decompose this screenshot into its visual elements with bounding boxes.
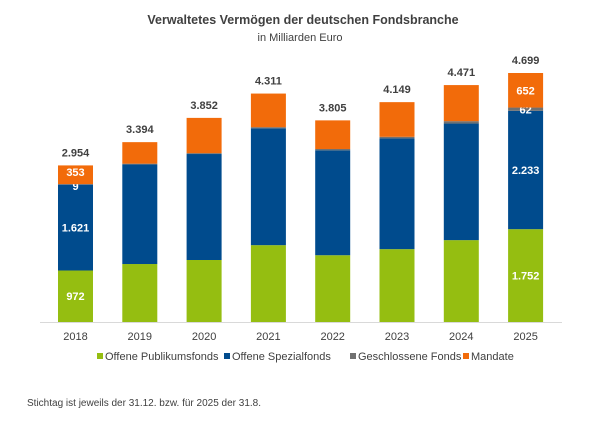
bar-segment-geschlossene-fonds-2022: [315, 148, 351, 151]
legend-label: Mandate: [471, 351, 514, 363]
x-tick-label: 2019: [128, 331, 152, 343]
bar-segment-offene-spezialfonds-2021: [250, 128, 286, 246]
data-label: 2.233: [512, 165, 540, 177]
bar-segment-offene-publikumsfonds-2019: [122, 264, 158, 322]
chart-title: Verwaltetes Vermögen der deutschen Fonds…: [147, 13, 458, 27]
bar-segment-mandate-2018: [58, 165, 93, 185]
bar-group-2022: [315, 120, 351, 322]
x-tick-label: 2018: [63, 331, 87, 343]
bar-group-2019: [122, 142, 158, 322]
total-label-2024: 4.471: [448, 67, 476, 79]
legend-item-offene-publikumsfonds: Offene Publikumsfonds: [97, 351, 219, 363]
legend-label: Geschlossene Fonds: [358, 351, 462, 363]
legend-swatch: [97, 353, 103, 359]
x-tick-label: 2022: [320, 331, 344, 343]
legend-item-geschlossene-fonds: Geschlossene Fonds: [350, 351, 462, 363]
total-label-2021: 4.311: [255, 76, 282, 88]
x-tick-label: 2024: [449, 331, 473, 343]
bar-segment-offene-spezialfonds-2019: [122, 164, 158, 265]
bar-segment-offene-spezialfonds-2025: [508, 110, 544, 230]
bar-group-2018: 972 1.621 9 353: [58, 165, 93, 322]
bar-segment-mandate-2019: [122, 142, 158, 164]
bar-group-2020: [186, 117, 222, 322]
bar-segment-geschlossene-fonds-2018: [58, 184, 93, 185]
bar-segment-offene-spezialfonds-2024: [443, 123, 479, 241]
bar-group-2021: [250, 93, 286, 322]
bar-segment-offene-publikumsfonds-2022: [315, 255, 351, 322]
bar-group-2023: [379, 102, 415, 322]
data-label: 9: [72, 181, 78, 193]
legend-item-offene-spezialfonds: Offene Spezialfonds: [224, 351, 331, 363]
data-label: 1.752: [512, 271, 540, 283]
bar-segment-offene-publikumsfonds-2024: [443, 240, 479, 322]
x-tick-label: 2023: [385, 331, 409, 343]
bar-segment-offene-spezialfonds-2023: [379, 138, 415, 250]
bar-segment-offene-publikumsfonds-2023: [379, 249, 415, 322]
bars-layer: 972 1.621 9 353 2.954 3.394 3.852 4.311 3.805 4.1…: [58, 55, 544, 322]
legend-item-mandate: Mandate: [463, 351, 514, 363]
bar-segment-offene-spezialfonds-2022: [315, 150, 351, 256]
bar-segment-geschlossene-fonds-2019: [122, 163, 158, 165]
bar-segment-offene-publikumsfonds-2018: [58, 270, 93, 322]
bar-segment-mandate-2020: [186, 117, 222, 154]
x-tick-label: 2020: [192, 331, 216, 343]
total-label-2022: 3.805: [319, 102, 347, 114]
x-tick-label: 2025: [513, 331, 537, 343]
data-label: 353: [66, 167, 84, 179]
bar-segment-mandate-2021: [250, 93, 286, 128]
legend: Offene Publikumsfonds Offene Spezialfonds…: [97, 351, 514, 363]
data-label: 652: [516, 85, 534, 97]
bar-segment-geschlossene-fonds-2024: [443, 121, 479, 124]
total-label-2020: 3.852: [190, 100, 218, 112]
total-label-2018: 2.954: [62, 147, 90, 159]
bar-segment-offene-publikumsfonds-2020: [186, 260, 222, 322]
legend-swatch: [463, 353, 469, 359]
bar-segment-geschlossene-fonds-2021: [250, 127, 286, 129]
total-label-2019: 3.394: [126, 124, 154, 136]
bar-segment-mandate-2022: [315, 120, 351, 149]
footnote: Stichtag ist jeweils der 31.12. bzw. für…: [27, 398, 262, 409]
chart: Verwaltetes Vermögen der deutschen Fonds…: [40, 13, 562, 363]
bar-segment-geschlossene-fonds-2025: [508, 107, 544, 111]
bar-segment-offene-publikumsfonds-2025: [508, 229, 544, 322]
x-tick-label: 2021: [256, 331, 280, 343]
legend-swatch: [224, 353, 230, 359]
data-label: 1.621: [62, 223, 90, 235]
bar-segment-mandate-2025: [508, 73, 544, 108]
legend-swatch: [350, 353, 356, 359]
bar-segment-mandate-2024: [443, 85, 479, 122]
x-axis-ticks: 2018 2019 2020 2021 2022 2023 2024 2025: [63, 331, 538, 343]
bar-segment-mandate-2023: [379, 102, 415, 137]
legend-label: Offene Spezialfonds: [232, 351, 331, 363]
total-label-2023: 4.149: [383, 84, 411, 96]
bar-segment-offene-spezialfonds-2018: [58, 184, 93, 271]
bar-segment-geschlossene-fonds-2020: [186, 153, 222, 155]
data-label: 972: [66, 291, 84, 303]
total-label-2025: 4.699: [512, 55, 540, 67]
legend-label: Offene Publikumsfonds: [105, 351, 219, 363]
chart-subtitle: in Milliarden Euro: [258, 32, 343, 44]
bar-segment-offene-spezialfonds-2020: [186, 154, 222, 261]
bar-segment-geschlossene-fonds-2023: [379, 136, 415, 139]
bar-segment-offene-publikumsfonds-2021: [250, 245, 286, 322]
bar-group-2024: [443, 85, 479, 322]
